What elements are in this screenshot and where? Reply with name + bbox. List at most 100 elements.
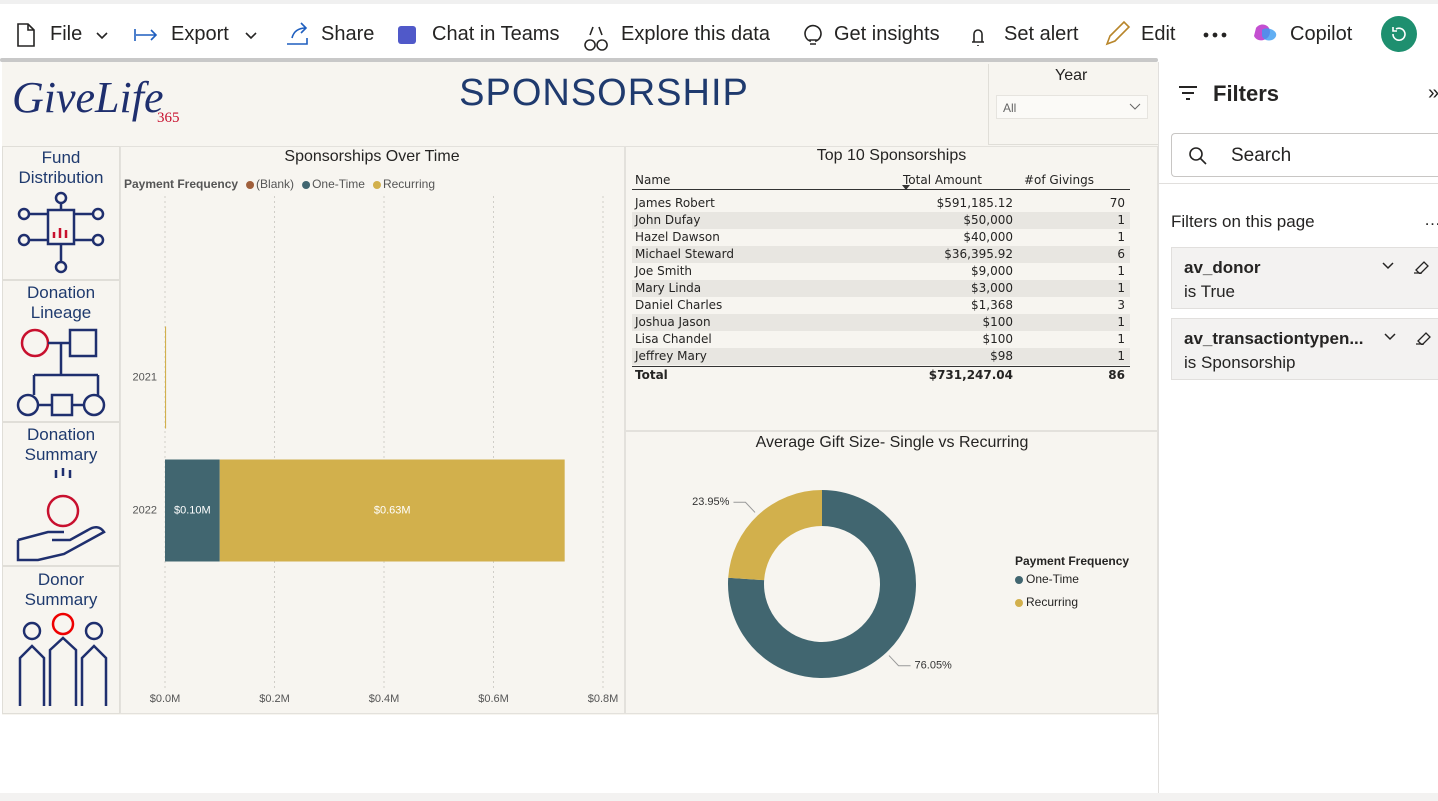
- table-row: Jeffrey Mary $98 1: [632, 348, 1130, 365]
- filter-card[interactable]: av_donor is True: [1171, 247, 1438, 309]
- column-header[interactable]: Name: [635, 173, 671, 187]
- table-cell: $1,368: [971, 298, 1013, 312]
- search-placeholder: Search: [1231, 145, 1292, 166]
- sort-icon: [902, 185, 910, 190]
- leader-line: [888, 655, 911, 667]
- table-cell: Mary Linda: [635, 281, 702, 295]
- nav-label: Fund Distribution: [18, 148, 104, 187]
- table-total-row: Total $731,247.04 86: [632, 366, 1130, 384]
- status-bar: [0, 793, 1438, 801]
- legend-marker: [372, 181, 381, 189]
- logo-sub: 365: [157, 110, 180, 126]
- y-tick-label: 2021: [133, 371, 157, 383]
- table-cell: 86: [1108, 368, 1125, 382]
- scrollbar: [0, 58, 1158, 62]
- legend-label: Recurring: [383, 177, 435, 191]
- more-icon[interactable]: …: [1424, 210, 1438, 230]
- legend-title: Payment Frequency: [124, 177, 238, 191]
- filter-field: av_donor: [1184, 258, 1261, 277]
- nav-button[interactable]: Donation Summary: [2, 422, 120, 566]
- table-cell: $98: [990, 349, 1013, 363]
- bar-segment: [165, 326, 167, 429]
- table-cell: $100: [982, 315, 1013, 329]
- x-tick-label: $0.6M: [478, 693, 509, 705]
- table-cell: Joshua Jason: [635, 315, 711, 329]
- legend-label: Recurring: [1026, 595, 1078, 609]
- filter-condition: is Sponsorship: [1184, 353, 1296, 372]
- table-row: Mary Linda $3,000 1: [632, 280, 1130, 297]
- search-box[interactable]: Search: [1171, 133, 1438, 177]
- table-cell: 1: [1117, 213, 1125, 227]
- toolbar-button[interactable]: Get insights: [834, 23, 940, 45]
- leader-line: [733, 501, 756, 513]
- table-cell: $591,185.12: [936, 196, 1013, 210]
- toolbar-icons: [17, 16, 1417, 52]
- table-cell: James Robert: [635, 196, 715, 210]
- table-cell: $3,000: [971, 281, 1013, 295]
- toolbar-button[interactable]: File: [50, 23, 83, 45]
- toolbar-button[interactable]: Export: [171, 23, 229, 45]
- nav-label: Donation Summary: [24, 425, 98, 464]
- table-cell: Joe Smith: [635, 264, 693, 278]
- x-tick-label: $0.4M: [369, 693, 400, 705]
- data-label: 23.95%: [692, 496, 730, 508]
- toolbar-button[interactable]: Explore this data: [621, 23, 770, 45]
- table-cell: $40,000: [963, 230, 1013, 244]
- data-label: $0.63M: [374, 504, 411, 516]
- nav-label: Donation Lineage: [26, 283, 96, 322]
- toolbar-button[interactable]: Copilot: [1290, 23, 1353, 45]
- slicer-value: All: [1003, 101, 1017, 115]
- chart-title: Sponsorships Over Time: [284, 148, 459, 165]
- section-label: Filters on this page: [1171, 212, 1315, 231]
- legend-marker: [1015, 599, 1023, 607]
- page-title: SPONSORSHIP: [459, 72, 749, 114]
- search-icon: [1189, 147, 1207, 165]
- table-cell: $36,395.92: [944, 247, 1013, 261]
- donut-slice: [728, 490, 822, 581]
- table-cell: 1: [1117, 349, 1125, 363]
- table-row: Joshua Jason $100 1: [632, 314, 1130, 331]
- table-cell: $731,247.04: [928, 368, 1013, 382]
- filter-card[interactable]: av_transactiontypen... is Sponsorship: [1171, 318, 1438, 380]
- toolbar-button[interactable]: Chat in Teams: [432, 23, 560, 45]
- bar-segment: [165, 459, 220, 562]
- legend-marker: [246, 181, 255, 189]
- legend-marker: [1015, 576, 1023, 584]
- slicer-box: [988, 64, 1159, 145]
- slicer-dropdown[interactable]: All: [996, 95, 1148, 119]
- table-cell: $100: [982, 332, 1013, 346]
- column-header[interactable]: Total Amount: [903, 173, 982, 187]
- table-title: Top 10 Sponsorships: [816, 147, 967, 164]
- collapse-icon[interactable]: »: [1428, 82, 1438, 105]
- nav-icons: [16, 191, 108, 706]
- y-tick-label: 2022: [133, 504, 157, 516]
- table-cell: John Dufay: [635, 213, 701, 227]
- legend-marker: [302, 181, 311, 189]
- pane-divider: [1159, 183, 1438, 184]
- x-tick-label: $0.8M: [588, 693, 619, 705]
- table-cell: 3: [1117, 298, 1125, 312]
- x-tick-label: $0.0M: [150, 693, 181, 705]
- table-cell: Daniel Charles: [635, 298, 723, 312]
- column-header[interactable]: #of Givings: [1024, 173, 1094, 187]
- legend-title: Payment Frequency: [1015, 554, 1129, 568]
- pane-divider: [1158, 62, 1159, 801]
- legend-label: One-Time: [1026, 572, 1079, 586]
- table-cell: $50,000: [963, 213, 1013, 227]
- data-label: 76.05%: [915, 660, 953, 672]
- table-header: Name Total Amount #of Givings: [632, 172, 1130, 190]
- toolbar-button[interactable]: Edit: [1141, 23, 1176, 45]
- toolbar-button[interactable]: Set alert: [1004, 23, 1079, 45]
- table-row: Michael Steward $36,395.92 6: [632, 246, 1130, 263]
- table-cell: 1: [1117, 230, 1125, 244]
- top-strip: [0, 0, 1438, 4]
- table-cell: 6: [1117, 247, 1125, 261]
- legend-label: One-Time: [312, 177, 365, 191]
- table-cell: $9,000: [971, 264, 1013, 278]
- table-row: Daniel Charles $1,368 3: [632, 297, 1130, 314]
- table-row: Lisa Chandel $100 1: [632, 331, 1130, 348]
- card-icons: [1382, 261, 1429, 274]
- toolbar-button[interactable]: Share: [321, 23, 375, 45]
